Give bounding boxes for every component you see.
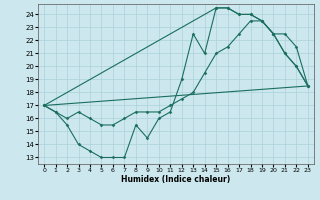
X-axis label: Humidex (Indice chaleur): Humidex (Indice chaleur) bbox=[121, 175, 231, 184]
